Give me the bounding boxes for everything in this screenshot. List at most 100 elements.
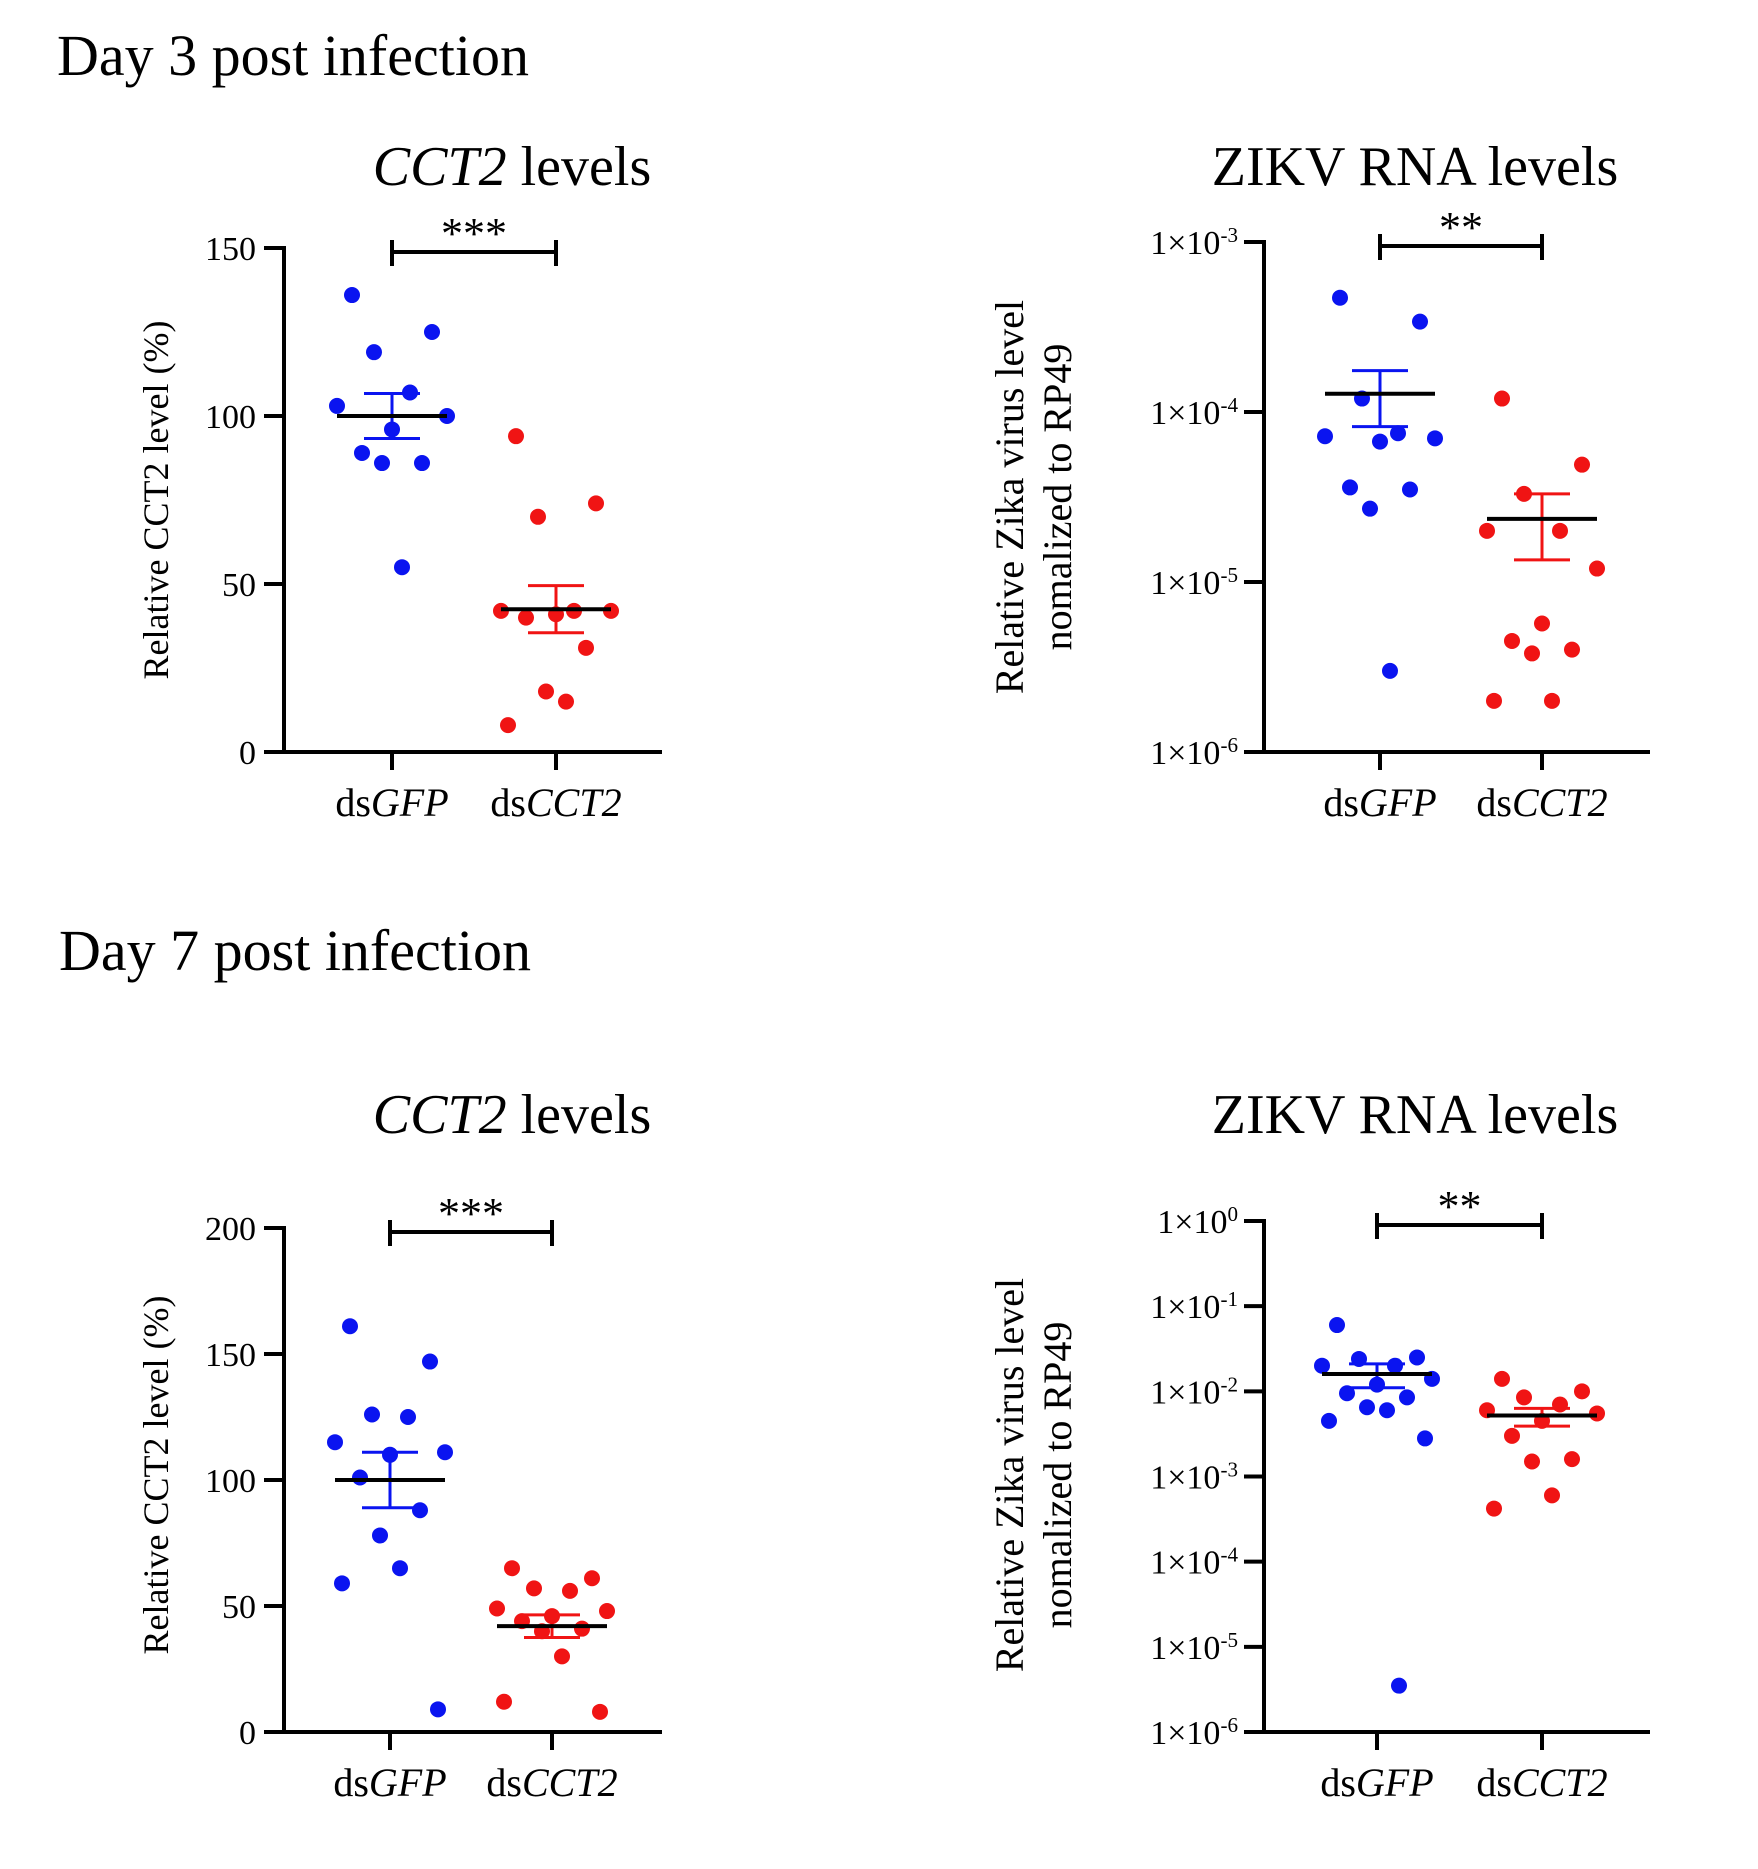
dsCCT2-point [1574, 456, 1590, 473]
dsGFP-point [364, 1406, 380, 1423]
dsCCT2-point [1589, 1405, 1605, 1422]
y-tick-label: 50 [222, 1589, 256, 1626]
dsGFP-point [1399, 1389, 1415, 1406]
x-tick-label: dsCCT2 [486, 1760, 617, 1805]
dsGFP-point [1402, 481, 1418, 498]
dsGFP-point [1391, 1677, 1407, 1694]
dsCCT2-point [562, 1582, 578, 1599]
dsCCT2-point [574, 1620, 590, 1637]
dsGFP-point [352, 1469, 368, 1486]
y-axis-label-line: Relative Zika virus level [987, 300, 1032, 694]
dsGFP-point [414, 455, 430, 472]
dsGFP-point [1372, 433, 1388, 450]
dsCCT2-point [554, 1648, 570, 1665]
dsGFP-point [1362, 500, 1378, 517]
dsCCT2-point [1494, 390, 1510, 407]
dsGFP-point [374, 455, 390, 472]
dsGFP-point [430, 1701, 446, 1718]
chart-title: ZIKV RNA levels [1212, 1084, 1619, 1146]
dsGFP-point [344, 287, 360, 304]
x-tick-label: dsGFP [1320, 1760, 1433, 1805]
dsCCT2-point [1564, 641, 1580, 658]
y-tick-label: 1×10-5 [1150, 563, 1238, 602]
dsGFP-point [1412, 313, 1428, 330]
dsGFP-point [1409, 1349, 1425, 1366]
y-axis-label: Relative CCT2 level (%) [136, 321, 176, 680]
y-tick-label: 150 [205, 231, 256, 268]
dsCCT2-point [1524, 1453, 1540, 1470]
x-tick-label: dsGFP [333, 1760, 446, 1805]
y-tick-label: 50 [222, 567, 256, 604]
significance-stars: *** [441, 209, 507, 258]
dsCCT2-point [504, 1560, 520, 1577]
dsCCT2-point [558, 693, 574, 710]
y-tick-label: 1×10-3 [1150, 223, 1238, 262]
dsGFP-point [327, 1434, 343, 1451]
dsGFP-point [422, 1353, 438, 1370]
chart-3: ZIKV RNA levels 1×10-6 1×10-5 1×10-4 1×10-3 1… [987, 1084, 1650, 1805]
dsGFP-point [394, 559, 410, 576]
y-tick-label: 1×10-2 [1150, 1372, 1238, 1411]
dsCCT2-point [1574, 1383, 1590, 1400]
dsCCT2-point [1516, 1389, 1532, 1406]
dsGFP-point [342, 1318, 358, 1335]
dsCCT2-point [508, 428, 524, 445]
dsGFP-point [1390, 425, 1406, 442]
dsCCT2-point [592, 1703, 608, 1720]
y-tick-label: 1×10-6 [1150, 733, 1238, 772]
dsGFP-point [437, 1444, 453, 1461]
y-tick-label: 1×10-4 [1150, 1543, 1238, 1582]
x-tick-label: dsCCT2 [1476, 780, 1607, 825]
y-axis-label-line: nomalized to RP49 [1035, 344, 1080, 651]
dsCCT2-point [1589, 560, 1605, 577]
significance-stars: ** [1439, 203, 1483, 252]
dsGFP-point [1387, 1357, 1403, 1374]
dsGFP-point [1321, 1412, 1337, 1429]
dsGFP-point [400, 1409, 416, 1425]
dsGFP-point [1342, 479, 1358, 496]
y-tick-label: 1×10-4 [1150, 393, 1238, 432]
chart-title: ZIKV RNA levels [1212, 136, 1619, 198]
dsCCT2-point [599, 1603, 615, 1620]
y-axis-label-line: nomalized to RP49 [1035, 1322, 1080, 1629]
dsGFP-point [392, 1560, 408, 1577]
dsGFP-point [1332, 289, 1348, 306]
dsGFP-point [366, 344, 382, 361]
y-tick-label: 100 [205, 1463, 256, 1500]
dsGFP-point [1314, 1357, 1330, 1374]
dsCCT2-point [1524, 645, 1540, 662]
dsCCT2-point [1504, 632, 1520, 649]
y-tick-label: 150 [205, 1337, 256, 1374]
dsCCT2-point [518, 609, 534, 626]
dsCCT2-point [1486, 1500, 1502, 1517]
chart-0: CCT2 levels 0 50 100 150 dsGFP dsCCT2 Relative … [136, 136, 662, 825]
chart-title: CCT2 levels [373, 136, 651, 198]
y-tick-label: 1×10-6 [1150, 1713, 1238, 1752]
y-axis-label-line: Relative Zika virus level [987, 1278, 1032, 1672]
dsGFP-point [372, 1527, 388, 1544]
dsGFP-point [1379, 1402, 1395, 1419]
y-tick-label: 1×10-3 [1150, 1458, 1238, 1497]
dsGFP-point [1417, 1430, 1433, 1447]
y-tick-label: 1×10-5 [1150, 1628, 1238, 1667]
dsGFP-point [1359, 1399, 1375, 1416]
chart-1: ZIKV RNA levels 1×10-6 1×10-5 1×10-4 1×10-3 d… [987, 136, 1650, 825]
dsCCT2-point [1552, 522, 1568, 539]
dsGFP-point [1317, 428, 1333, 445]
dsCCT2-point [1486, 692, 1502, 709]
y-tick-label: 100 [205, 399, 256, 436]
dsCCT2-point [500, 717, 516, 734]
y-tick-label: 1×10-1 [1150, 1287, 1238, 1326]
dsCCT2-point [1544, 692, 1560, 709]
y-tick-label: 200 [205, 1211, 256, 1248]
section-title-day3: Day 3 post infection [57, 23, 529, 88]
significance-stars: *** [438, 1189, 504, 1238]
dsCCT2-point [588, 495, 604, 512]
dsGFP-point [1427, 430, 1443, 447]
dsCCT2-point [1544, 1487, 1560, 1504]
dsCCT2-point [584, 1570, 600, 1587]
x-tick-label: dsCCT2 [1476, 1760, 1607, 1805]
dsCCT2-point [578, 639, 594, 656]
dsCCT2-point [538, 683, 554, 700]
